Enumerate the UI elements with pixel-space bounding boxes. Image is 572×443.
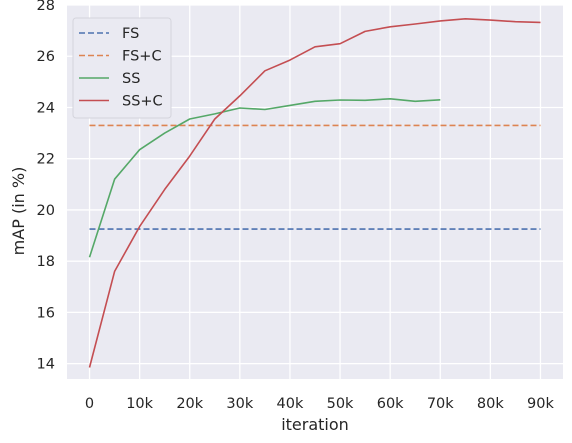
x-tick-label: 70k <box>427 396 454 412</box>
legend-label: FS <box>122 26 139 42</box>
legend-label: SS+C <box>122 94 163 110</box>
y-tick-label: 18 <box>37 254 55 270</box>
series-line-ss-c <box>88 17 541 368</box>
y-tick-label: 16 <box>37 305 55 321</box>
x-tick-label: 50k <box>327 396 354 412</box>
x-tick-label: 20k <box>176 396 203 412</box>
series-line-ss <box>88 98 441 258</box>
x-tick-labels: 0 10k 20k 30k 40k 50k 60k 70k 80k 90k <box>85 396 555 412</box>
grid <box>67 4 563 379</box>
y-axis-title: mAP (in %) <box>9 167 28 256</box>
y-tick-label: 26 <box>37 49 55 65</box>
x-tick-label: 90k <box>527 396 554 412</box>
legend-label: SS <box>122 71 140 87</box>
x-tick-label: 30k <box>226 396 253 412</box>
x-tick-label: 60k <box>377 396 404 412</box>
y-tick-label: 24 <box>37 100 55 116</box>
x-tick-label: 80k <box>477 396 504 412</box>
x-tick-label: 10k <box>126 396 153 412</box>
x-tick-label: 0 <box>85 396 94 412</box>
y-tick-label: 20 <box>37 203 55 219</box>
x-axis-title: iteration <box>281 415 349 434</box>
y-tick-label: 14 <box>37 357 55 373</box>
x-tick-label: 40k <box>277 396 304 412</box>
y-tick-label: 28 <box>37 0 55 14</box>
series-lines <box>88 17 541 368</box>
y-tick-label: 22 <box>37 152 55 168</box>
legend-label: FS+C <box>122 49 162 65</box>
y-tick-labels: 14 16 18 20 22 24 26 28 <box>37 0 55 373</box>
legend: FS FS+C SS SS+C <box>72 17 172 119</box>
legend-box <box>72 17 172 119</box>
